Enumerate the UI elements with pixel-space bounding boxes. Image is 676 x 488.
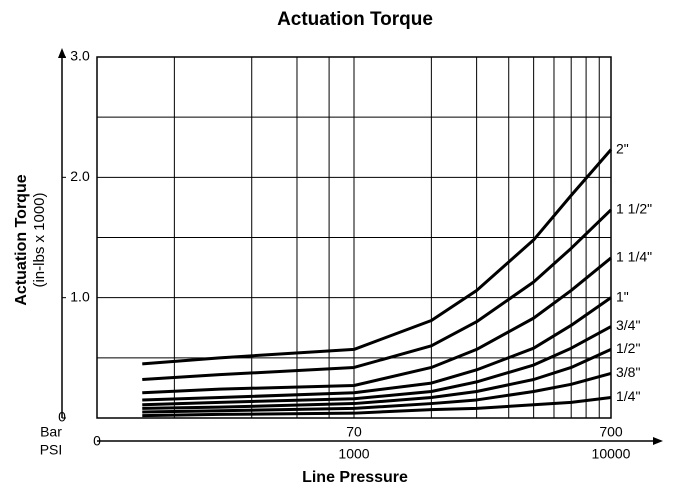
- series-line: [142, 256, 612, 395]
- series-line: [142, 348, 612, 410]
- y-axis-subtitle: (in-lbs x 1000): [31, 192, 48, 287]
- x-bar-tick-label: 700: [599, 424, 623, 440]
- series-label: 3/4": [616, 317, 640, 333]
- series-line: [142, 296, 612, 402]
- series-line: [142, 148, 613, 366]
- series-label: 1": [616, 288, 629, 304]
- series-label: 2": [616, 140, 629, 156]
- plot-frame: [96, 56, 612, 419]
- x-tick-label: 10000: [592, 446, 631, 462]
- chart-title: Actuation Torque: [277, 9, 433, 30]
- x-bar-tick-label: 70: [346, 424, 362, 440]
- series-label: 1 1/4": [616, 249, 652, 265]
- x-unit-label: PSI: [40, 442, 63, 458]
- x-tick-label: 1000: [338, 446, 369, 462]
- series-line: [142, 372, 612, 414]
- x-axis-title: Line Pressure: [302, 469, 408, 486]
- y-tick-label: 0: [58, 409, 66, 425]
- x-tick-label: 0: [93, 433, 101, 449]
- y-tick-label: 3.0: [70, 48, 90, 64]
- series-line: [142, 325, 612, 407]
- series-label: 3/8": [616, 364, 640, 380]
- series-label: 1 1/2": [616, 201, 652, 217]
- x-unit-label: Bar: [40, 424, 62, 440]
- x-arrow: [653, 437, 663, 445]
- y-axis-title: Actuation Torque: [13, 174, 30, 305]
- y-arrow: [58, 48, 66, 58]
- series-line: [142, 396, 612, 418]
- y-tick-label: 2.0: [70, 168, 90, 184]
- series-line: [142, 208, 613, 381]
- series-label: 1/2": [616, 340, 640, 356]
- series-label: 1/4": [616, 388, 640, 404]
- y-tick-label: 1.0: [70, 288, 90, 304]
